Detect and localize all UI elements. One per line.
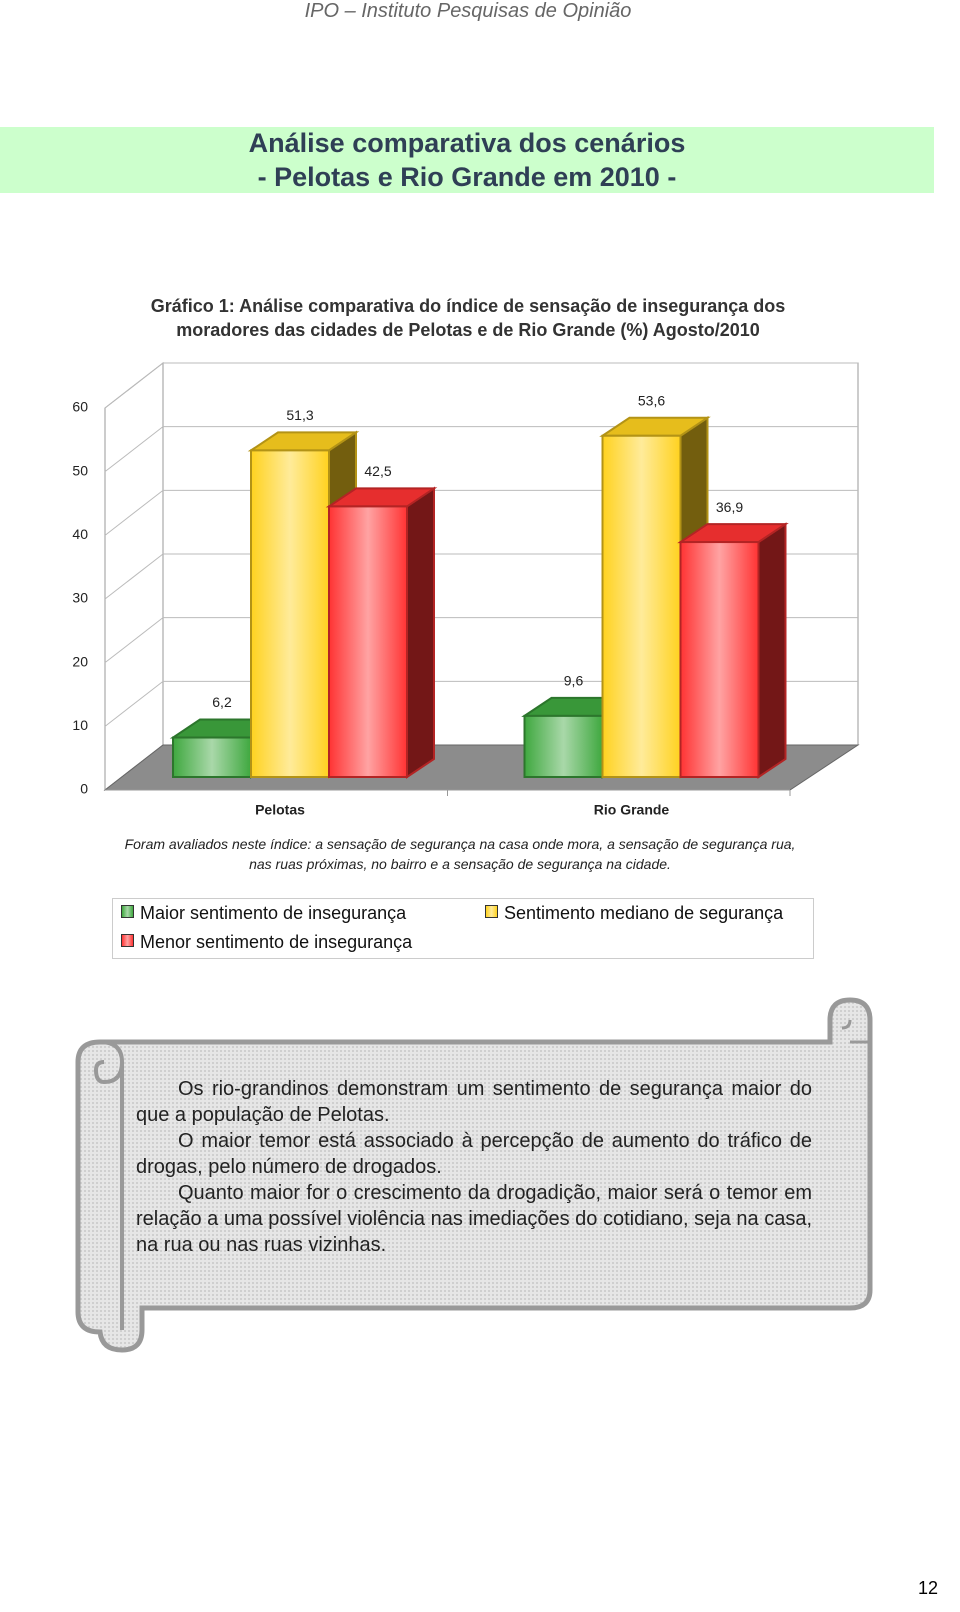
bar xyxy=(679,541,760,778)
data-label: 6,2 xyxy=(212,694,232,710)
chart-title: moradores das cidades de Pelotas e de Ri… xyxy=(176,320,760,340)
y-tick-label: 10 xyxy=(72,717,88,733)
chart-note: Foram avaliados neste índice: a sensação… xyxy=(124,836,796,872)
y-tick-label: 50 xyxy=(72,462,88,478)
scroll-curl xyxy=(93,1040,125,1085)
section-title: - Pelotas e Rio Grande em 2010 - xyxy=(257,162,677,192)
bar-side xyxy=(406,486,435,779)
bar xyxy=(250,449,330,778)
data-label: 51,3 xyxy=(286,407,313,423)
data-label: 36,9 xyxy=(716,499,743,515)
y-tick-label: 30 xyxy=(72,590,88,606)
legend-swatch xyxy=(121,905,134,918)
scroll-curl xyxy=(841,1019,870,1044)
legend-item: Menor sentimento de insegurança xyxy=(121,932,412,953)
chart: 0 10 20 30 40 50 60 Pelotas 6,2 51,3 42,5 Rio Grand… xyxy=(72,361,860,818)
legend-swatch xyxy=(485,905,498,918)
grid-line xyxy=(104,362,164,409)
legend-item: Sentimento mediano de segurança xyxy=(485,903,783,924)
legend-item: Maior sentimento de insegurança xyxy=(121,903,406,924)
y-tick-label: 60 xyxy=(72,399,88,415)
data-label: 53,6 xyxy=(638,392,665,408)
y-tick-label: 20 xyxy=(72,653,88,669)
scroll-body xyxy=(75,997,873,1353)
x-tick-label: Rio Grande xyxy=(594,802,670,818)
data-label: 9,6 xyxy=(564,673,584,689)
header: IPO – Instituto Pesquisas de Opinião xyxy=(304,0,632,22)
y-tick-label: 40 xyxy=(72,526,88,542)
x-tick-label: Pelotas xyxy=(255,802,305,818)
grid-line xyxy=(104,489,164,536)
legend-label: Sentimento mediano de segurança xyxy=(504,903,784,923)
callout-text: Os rio-grandinos demonstram um sentiment… xyxy=(136,1076,812,1258)
bar xyxy=(601,434,682,778)
bar xyxy=(328,505,408,779)
grid-line xyxy=(104,680,164,727)
title-band xyxy=(0,127,934,193)
callout-paragraph: O maior temor está associado à percepção… xyxy=(136,1130,812,1178)
section-title: Análise comparativa dos cenários xyxy=(248,128,686,158)
bar xyxy=(523,714,604,779)
page-number: 12 xyxy=(917,1578,938,1598)
bar-side xyxy=(757,522,787,779)
legend-swatch xyxy=(121,934,134,947)
grid-line xyxy=(104,426,164,473)
legend: Maior sentimento de insegurança Sentiment… xyxy=(112,898,814,959)
grid-line xyxy=(104,617,164,664)
y-tick-label: 0 xyxy=(80,781,88,797)
bar xyxy=(172,736,252,779)
legend-label: Menor sentimento de insegurança xyxy=(140,932,413,952)
callout-paragraph: Os rio-grandinos demonstram um sentiment… xyxy=(136,1078,812,1126)
data-label: 42,5 xyxy=(364,463,391,479)
scroll-callout xyxy=(75,997,873,1353)
grid-line xyxy=(104,553,164,600)
legend-label: Maior sentimento de insegurança xyxy=(140,903,407,923)
chart-title: Gráfico 1: Análise comparativa do índice… xyxy=(150,296,786,316)
callout-paragraph: Quanto maior for o crescimento da drogad… xyxy=(136,1182,812,1256)
